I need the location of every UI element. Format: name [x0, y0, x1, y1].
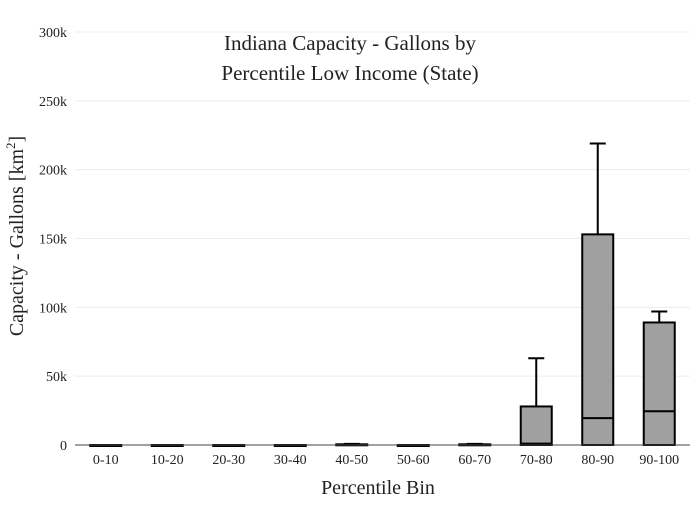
y-tick-label: 150k [39, 233, 67, 248]
y-axis-title-close: ] [6, 136, 28, 143]
x-tick-label: 0-10 [93, 453, 119, 468]
y-axis-title-sup: 2 [3, 142, 18, 149]
x-tick-label: 80-90 [581, 453, 614, 468]
chart-title-line-1: Indiana Capacity - Gallons by [224, 31, 476, 55]
x-tick-label: 50-60 [397, 453, 430, 468]
y-tick-label: 50k [46, 370, 67, 385]
x-tick-label: 30-40 [274, 453, 307, 468]
x-tick-label: 40-50 [335, 453, 368, 468]
x-tick-label: 20-30 [212, 453, 245, 468]
y-tick-label: 0 [60, 439, 67, 454]
y-tick-label: 100k [39, 301, 67, 316]
x-tick-label: 60-70 [458, 453, 491, 468]
box-90-100 [642, 321, 676, 446]
y-axis-title: Capacity - Gallons [km2] [3, 136, 28, 336]
boxes [89, 142, 676, 447]
x-axis-title: Percentile Bin [321, 477, 435, 499]
x-tick-label: 10-20 [151, 453, 184, 468]
box-80-90 [581, 233, 615, 446]
x-tick-label: 90-100 [639, 453, 679, 468]
x-tick-label: 70-80 [520, 453, 553, 468]
y-tick-label: 300k [39, 26, 67, 41]
y-tick-label: 250k [39, 95, 67, 110]
axes: 0 50k 100k 150k 200k 250k 300k 0-10 10-20 20-30 30… [39, 26, 690, 468]
y-tick-label: 200k [39, 164, 67, 179]
box-70-80 [519, 405, 553, 447]
chart-title-line-2: Percentile Low Income (State) [221, 61, 478, 85]
y-axis-title-main: Capacity - Gallons [km [6, 149, 28, 337]
